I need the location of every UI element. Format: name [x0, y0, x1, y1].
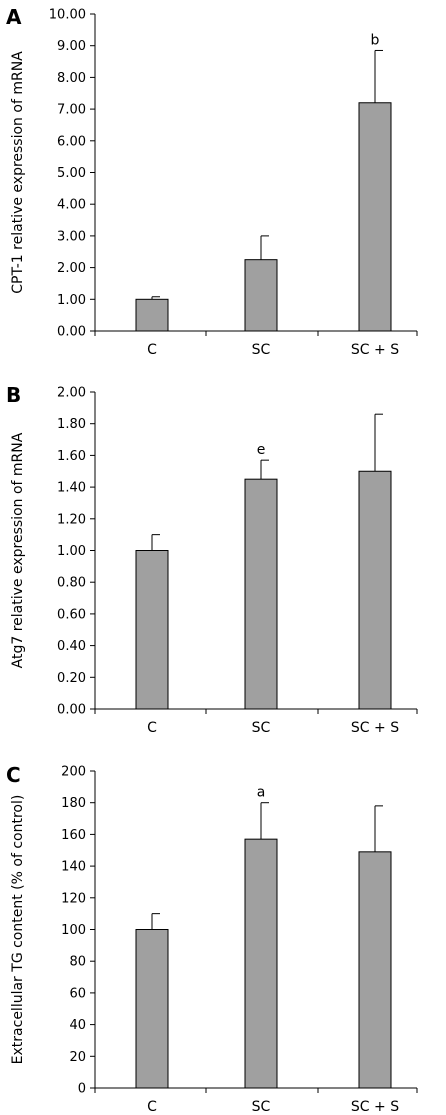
x-category-label: SC [252, 1099, 271, 1115]
y-tick-label: 0.40 [57, 639, 86, 654]
x-category-label: SC + S [351, 720, 399, 736]
y-tick-label: 8.00 [57, 71, 86, 86]
panel-B: B 0.00 0.20 0.40 0.60 0.80 1.00 1.20 1.40 1.60 1.8… [6, 383, 418, 736]
y-tick-label: 180 [61, 796, 86, 811]
bar-3 [358, 851, 392, 1089]
x-category-label: C [147, 342, 157, 358]
y-tick-label: 0.60 [57, 607, 86, 622]
bar-2 [244, 478, 278, 710]
y-tick-label: 100 [61, 923, 86, 938]
significance-label: e [257, 442, 266, 458]
y-tick-label: 160 [61, 828, 86, 843]
y-tick-label: 0.00 [57, 325, 86, 340]
panel-letter: A [6, 5, 22, 29]
y-tick-label: 4.00 [57, 198, 86, 213]
y-axis-title: CPT-1 relative expression of mRNA [10, 51, 26, 294]
y-tick-label: 0.00 [57, 703, 86, 718]
y-tick-label: 1.80 [57, 417, 86, 432]
x-category-label: SC [252, 720, 271, 736]
y-tick-label: 20 [69, 1050, 86, 1065]
y-tick-label: 0.80 [57, 576, 86, 591]
y-tick-label: 200 [61, 765, 86, 780]
x-category-label: C [147, 1099, 157, 1115]
y-tick-label: 0.20 [57, 671, 86, 686]
bar-2 [244, 259, 278, 332]
y-tick-label: 1.00 [57, 293, 86, 308]
significance-label: a [257, 785, 266, 801]
y-tick-label: 60 [69, 986, 86, 1001]
y-tick-label: 1.00 [57, 544, 86, 559]
panel-A: A 0.00 1.00 2.00 3.00 4.00 5.00 6.00 7.00 8.00 9.0… [6, 5, 418, 358]
bar-3 [358, 102, 392, 332]
panel-letter: C [6, 763, 21, 787]
x-category-label: SC [252, 342, 271, 358]
y-tick-label: 9.00 [57, 39, 86, 54]
y-tick-label: 80 [69, 955, 86, 970]
y-axis-title: Atg7 relative expression of mRNA [10, 432, 26, 668]
panel-C: C 0 20 40 60 80 100 120 140 160 180 200 Extracellula… [6, 763, 418, 1115]
y-tick-label: 2.00 [57, 261, 86, 276]
y-tick-label: 7.00 [57, 103, 86, 118]
y-tick-label: 1.40 [57, 481, 86, 496]
y-axis-title: Extracellular TG content (% of control) [10, 795, 26, 1065]
bar-1 [135, 550, 169, 710]
y-tick-label: 10.00 [49, 8, 86, 23]
bar-1 [135, 929, 169, 1089]
y-tick-label: 1.20 [57, 512, 86, 527]
x-category-label: SC + S [351, 1099, 399, 1115]
x-category-label: C [147, 720, 157, 736]
y-tick-label: 6.00 [57, 134, 86, 149]
y-tick-label: 120 [61, 891, 86, 906]
bar-1 [135, 298, 169, 332]
y-tick-label: 1.60 [57, 449, 86, 464]
y-tick-label: 3.00 [57, 229, 86, 244]
y-tick-label: 2.00 [57, 386, 86, 401]
bar-3 [358, 470, 392, 710]
significance-label: b [371, 32, 380, 48]
x-category-label: SC + S [351, 342, 399, 358]
y-tick-label: 0 [78, 1082, 86, 1097]
y-tick-label: 5.00 [57, 166, 86, 181]
y-tick-label: 140 [61, 860, 86, 875]
panel-letter: B [6, 383, 21, 407]
bar-2 [244, 838, 278, 1089]
y-tick-label: 40 [69, 1018, 86, 1033]
